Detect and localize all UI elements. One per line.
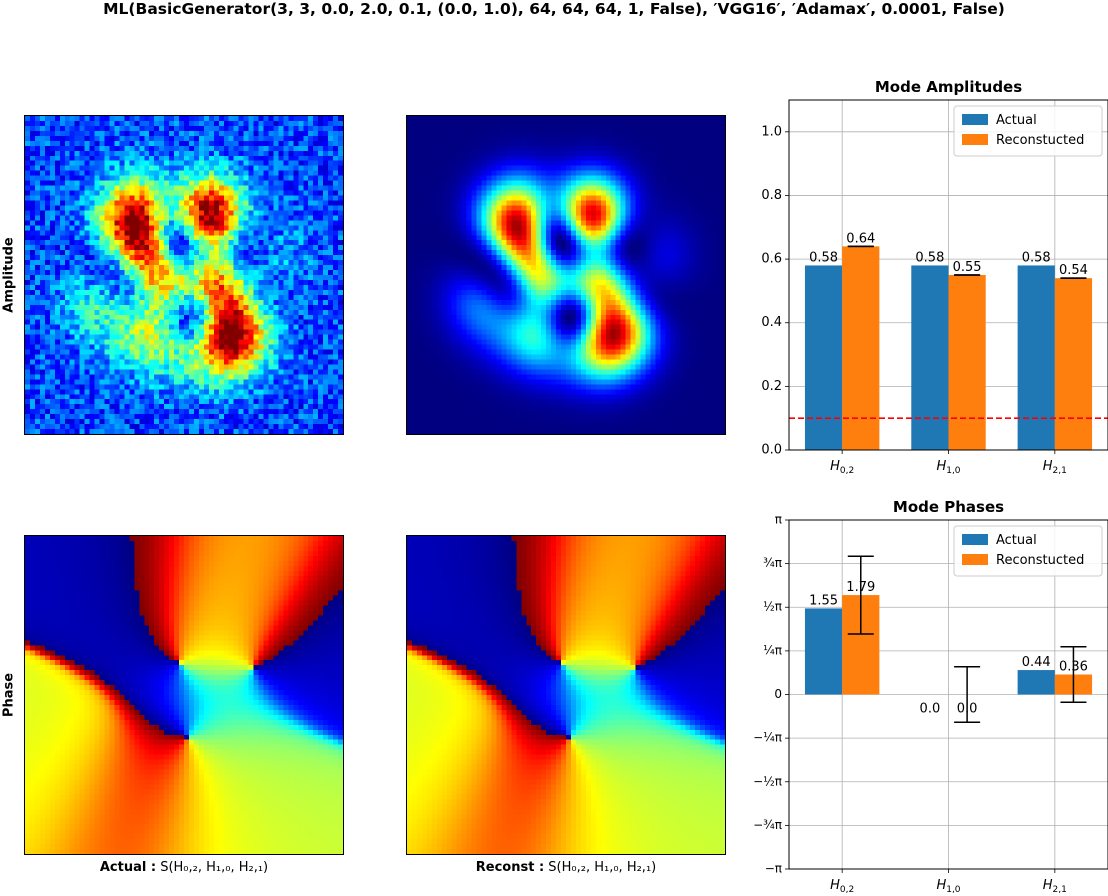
y-tick-label: ¾π [763,556,782,570]
legend-label: Reconstucted [996,133,1084,148]
row-label-amplitude: Amplitude [1,237,17,313]
bar-value-label: 0.55 [953,260,982,275]
chart-title: Mode Phases [893,498,1004,516]
bar-value-label: 1.55 [809,593,838,608]
bar-actual [804,265,843,450]
x-tick-label: H0,2 [830,878,854,895]
x-tick-label: H0,2 [830,459,854,476]
plot-frame [788,99,1108,451]
plot-frame [788,519,1108,870]
bar-actual [1017,670,1055,695]
bar-value-label: 0.54 [1059,263,1088,278]
legend-box [953,105,1103,157]
y-tick-label: −¾π [753,818,782,832]
legend-box [953,525,1103,577]
y-tick-label: −½π [753,774,782,788]
mode-phases-chart: Mode Phases −π −¾π −½π −¼π 0 ¼π ½π ¾π π H0,2 H1,0 H2… [753,498,1108,895]
x-tick-label: H2,1 [1043,878,1067,895]
y-tick-label: ¼π [763,643,782,657]
phase-actual-image [24,535,344,855]
bar-value-label: 0.58 [915,250,944,265]
bar-value-label: 0.64 [846,231,875,246]
legend-swatch [962,534,988,545]
bar-value-label: 0.0 [957,702,978,717]
bar-reconstructed [1054,278,1093,450]
bar-value-label: 0.44 [1022,655,1051,670]
y-tick-label: −π [765,862,782,876]
y-tick-label: ½π [763,600,782,614]
legend-swatch [962,134,988,145]
legend-label: Actual [996,113,1037,128]
mode-amplitudes-chart: Mode Amplitudes 0.0 0.2 0.4 0.6 0.8 1.0 H0,2 H1,… [761,78,1108,476]
bar-actual [804,608,843,695]
amplitude-reconstructed-image [406,115,726,435]
x-tick-label: H2,1 [1043,459,1067,476]
y-tick-label: 0.0 [761,443,782,458]
chart-title: Mode Amplitudes [875,78,1022,96]
legend-label: Actual [996,533,1037,548]
bar-value-label: 0.0 [920,702,941,717]
phase-reconstructed-image [406,535,726,855]
y-tick-label: 1.0 [761,124,782,139]
amplitude-actual-image [24,115,344,435]
bar-reconstructed [948,275,986,450]
bar-actual [911,265,949,450]
x-tick-label: H1,0 [936,459,960,476]
caption-reconstructed: Reconst : S(H₀,₂, H₁,₀, H₂,₁) [475,860,657,875]
row-label-phase: Phase [1,672,17,718]
y-tick-label: π [775,512,782,526]
y-tick-label: 0.2 [761,379,782,394]
bar-value-label: 0.58 [809,250,838,265]
y-tick-label: −¼π [753,731,782,745]
legend-label: Reconstucted [996,553,1084,568]
bar-actual [1017,265,1055,450]
x-tick-label: H1,0 [936,878,960,895]
bar-value-label: 1.79 [846,580,875,595]
y-tick-label: 0.8 [761,188,782,203]
y-tick-label: 0.6 [761,252,782,267]
y-tick-label: 0.4 [761,315,782,330]
figure-suptitle: ML(BasicGenerator(3, 3, 0.0, 2.0, 0.1, (… [103,0,1005,18]
caption-actual: Actual : S(H₀,₂, H₁,₀, H₂,₁) [99,860,269,875]
legend-swatch [962,554,988,565]
legend-swatch [962,114,988,125]
bar-value-label: 0.36 [1059,660,1088,675]
bar-reconstructed [842,246,880,450]
bar-value-label: 0.58 [1022,250,1051,265]
y-tick-label: 0 [774,687,782,701]
